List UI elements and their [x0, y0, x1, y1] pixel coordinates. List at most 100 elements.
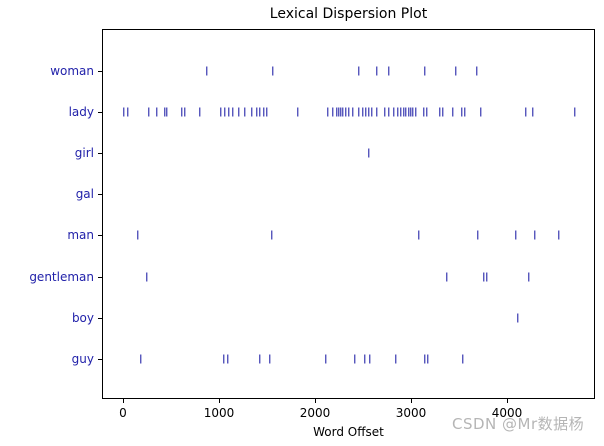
dispersion-mark-guy [223, 354, 225, 364]
dispersion-mark-lady [393, 107, 395, 117]
dispersion-mark-lady [442, 107, 444, 117]
dispersion-mark-lady [336, 107, 338, 117]
y-tick-label-gentleman: gentleman [29, 269, 94, 284]
dispersion-mark-guy [140, 354, 142, 364]
dispersion-mark-gentleman [146, 272, 148, 281]
y-tick [98, 71, 102, 72]
dispersion-mark-woman [272, 66, 274, 76]
dispersion-mark-guy [354, 354, 356, 364]
dispersion-mark-guy [427, 354, 429, 364]
dispersion-mark-lady [338, 107, 340, 117]
x-tick [218, 399, 220, 403]
dispersion-mark-woman [358, 66, 360, 76]
chart-title: Lexical Dispersion Plot [269, 6, 428, 22]
dispersion-mark-lady [164, 107, 166, 117]
dispersion-mark-lady [156, 107, 158, 117]
x-tick-label: 4000 [491, 406, 523, 420]
dispersion-mark-guy [424, 354, 426, 364]
dispersion-mark-lady [480, 107, 482, 117]
dispersion-mark-lady [166, 107, 168, 117]
dispersion-mark-lady [358, 107, 360, 117]
dispersion-mark-lady [408, 107, 410, 117]
dispersion-mark-guy [227, 354, 229, 364]
dispersion-mark-guy [462, 354, 464, 364]
dispersion-mark-gentleman [486, 272, 488, 281]
dispersion-mark-lady [345, 107, 347, 117]
dispersion-mark-lady [348, 107, 350, 117]
dispersion-mark-man [137, 230, 139, 240]
dispersion-mark-lady [532, 107, 534, 117]
dispersion-mark-lady [266, 107, 268, 117]
dispersion-mark-lady [439, 107, 441, 117]
dispersion-mark-man [477, 230, 479, 240]
dispersion-mark-lady [415, 107, 417, 117]
y-tick-label-girl: girl [74, 146, 94, 161]
watermark: CSDN @Mr数据杨 [452, 415, 585, 433]
dispersion-mark-lady [452, 107, 454, 117]
dispersion-mark-lady [263, 107, 265, 117]
y-tick [98, 317, 102, 319]
y-tick-label-gal: gal [75, 187, 94, 202]
dispersion-mark-gentleman [446, 272, 448, 281]
dispersion-mark-lady [461, 107, 463, 117]
dispersion-mark-lady [426, 107, 428, 117]
dispersion-mark-man [418, 230, 420, 240]
y-tick-label-boy: boy [71, 310, 94, 325]
dispersion-mark-man [515, 230, 517, 240]
dispersion-mark-girl [368, 148, 370, 158]
dispersion-mark-guy [325, 354, 327, 364]
dispersion-mark-woman [455, 66, 457, 76]
dispersion-mark-man [558, 230, 560, 240]
plot-area [102, 29, 595, 399]
dispersion-mark-man [271, 230, 273, 240]
dispersion-mark-lady [327, 107, 329, 117]
dispersion-mark-woman [388, 66, 390, 76]
dispersion-mark-lady [259, 107, 261, 117]
dispersion-mark-lady [371, 107, 373, 117]
dispersion-mark-lady [123, 107, 125, 117]
x-tick [122, 399, 124, 403]
dispersion-mark-lady [574, 107, 576, 117]
dispersion-mark-guy [269, 354, 271, 364]
dispersion-mark-lady [181, 107, 183, 117]
dispersion-mark-guy [259, 354, 261, 364]
dispersion-mark-lady [405, 107, 407, 117]
y-tick-label-lady: lady [68, 105, 94, 120]
y-tick [98, 153, 102, 155]
dispersion-mark-lady [388, 107, 390, 117]
y-tick [98, 194, 102, 196]
dispersion-mark-lady [127, 107, 129, 117]
dispersion-mark-woman [206, 66, 208, 76]
y-tick-label-man: man [67, 228, 94, 243]
dispersion-mark-lady [368, 107, 370, 117]
dispersion-mark-lady [397, 107, 399, 117]
y-tick [98, 235, 102, 237]
dispersion-mark-lady [251, 107, 253, 117]
dispersion-mark-lady [525, 107, 527, 117]
dispersion-mark-lady [384, 107, 386, 117]
dispersion-mark-lady [376, 107, 378, 117]
dispersion-mark-lady [148, 107, 150, 117]
y-tick [98, 276, 102, 278]
dispersion-mark-lady [256, 107, 258, 117]
y-tick [98, 112, 102, 114]
y-tick [98, 358, 102, 360]
dispersion-mark-lady [297, 107, 299, 117]
x-tick-label: 0 [119, 406, 127, 420]
x-tick [314, 399, 316, 403]
dispersion-mark-lady [365, 107, 367, 117]
dispersion-mark-lady [184, 107, 186, 117]
x-tick [506, 399, 508, 403]
dispersion-mark-boy [517, 313, 519, 323]
dispersion-mark-lady [199, 107, 201, 117]
dispersion-mark-gentleman [528, 272, 530, 281]
dispersion-mark-man [534, 230, 536, 240]
dispersion-mark-gentleman [483, 272, 485, 281]
dispersion-mark-lady [232, 107, 234, 117]
dispersion-mark-lady [403, 107, 405, 117]
y-tick-label-guy: guy [71, 351, 94, 366]
dispersion-mark-lady [400, 107, 402, 117]
dispersion-mark-lady [224, 107, 226, 117]
x-tick-label: 1000 [203, 406, 235, 420]
x-tick-label: 3000 [395, 406, 427, 420]
